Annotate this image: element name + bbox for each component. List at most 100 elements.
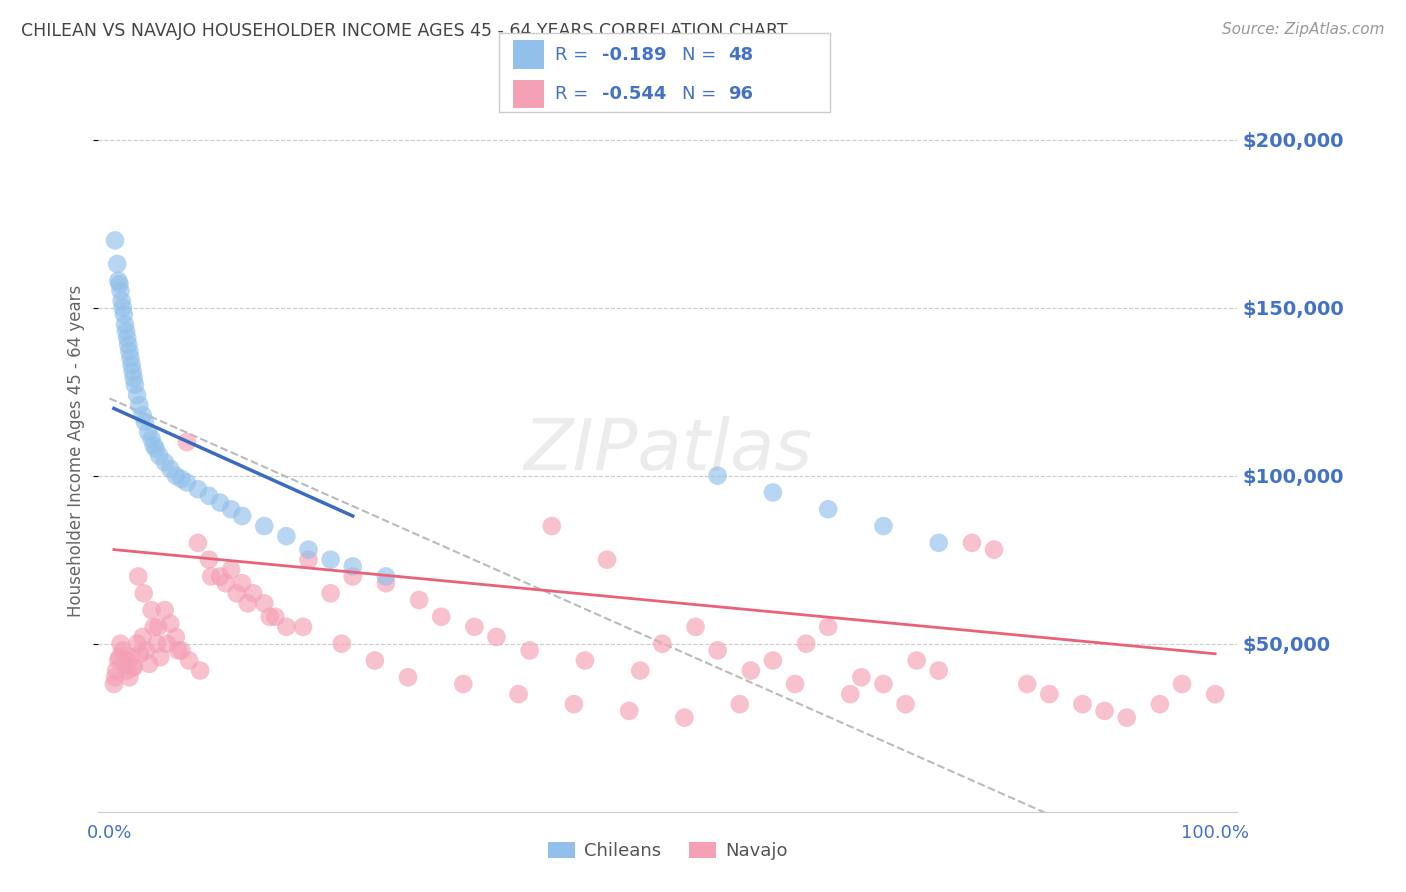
Point (762, 485, 785, 500)
Point (127, 569, 149, 583)
Legend: Chileans, Navajo: Chileans, Navajo (541, 835, 794, 868)
Point (617, 704, 640, 718)
Point (118, 670, 141, 684)
Point (136, 425, 159, 439)
Point (1094, 704, 1116, 718)
Point (121, 364, 143, 378)
Point (297, 552, 319, 566)
Point (110, 637, 132, 651)
Point (135, 643, 157, 657)
Point (115, 324, 138, 338)
Point (107, 274, 129, 288)
Point (127, 637, 149, 651)
Text: ZIPatlas: ZIPatlas (523, 416, 813, 485)
Point (111, 293, 134, 308)
Point (131, 630, 153, 644)
Point (141, 432, 163, 446)
Point (430, 609, 453, 624)
Point (794, 637, 817, 651)
Point (167, 643, 190, 657)
Point (342, 569, 364, 583)
Point (103, 677, 125, 691)
Point (960, 536, 983, 550)
Point (928, 536, 950, 550)
Point (276, 529, 298, 543)
Point (165, 630, 187, 644)
Point (170, 472, 193, 486)
Point (463, 620, 485, 634)
Point (110, 284, 132, 298)
Point (114, 657, 136, 671)
Point (122, 371, 145, 385)
Point (783, 677, 806, 691)
Point (209, 495, 232, 509)
Point (342, 559, 364, 574)
Point (242, 586, 264, 600)
Point (134, 415, 156, 429)
Point (129, 647, 152, 661)
Text: 48: 48 (728, 45, 754, 63)
Point (851, 670, 873, 684)
Point (872, 519, 894, 533)
Point (839, 687, 862, 701)
Point (364, 653, 387, 667)
Point (319, 552, 342, 566)
Point (374, 576, 396, 591)
Text: R =: R = (555, 45, 595, 63)
Point (209, 569, 232, 583)
Point (214, 576, 236, 591)
Text: -0.544: -0.544 (602, 85, 666, 103)
Point (1071, 697, 1094, 711)
Point (685, 620, 707, 634)
Point (159, 462, 181, 476)
Text: N =: N = (682, 45, 721, 63)
Point (253, 519, 276, 533)
Point (124, 378, 146, 392)
Point (291, 620, 314, 634)
Point (297, 542, 319, 557)
Point (187, 482, 209, 496)
Point (153, 603, 176, 617)
Point (176, 475, 198, 490)
Point (330, 637, 353, 651)
Point (120, 351, 142, 365)
Point (236, 596, 259, 610)
Point (219, 502, 242, 516)
Point (117, 337, 139, 351)
Point (132, 586, 155, 600)
Point (115, 664, 138, 678)
Point (200, 569, 222, 583)
Point (225, 586, 247, 600)
Point (122, 660, 145, 674)
Point (118, 344, 141, 359)
Point (112, 307, 135, 321)
Point (111, 643, 134, 657)
Point (105, 664, 128, 678)
Point (114, 318, 136, 332)
Point (177, 653, 200, 667)
Point (762, 653, 785, 667)
Point (817, 502, 839, 516)
Point (153, 455, 176, 469)
Point (105, 257, 128, 271)
Point (706, 468, 728, 483)
Point (408, 593, 430, 607)
Point (396, 670, 419, 684)
Point (740, 664, 762, 678)
Point (138, 657, 160, 671)
Point (115, 653, 138, 667)
Point (141, 603, 163, 617)
Point (983, 542, 1005, 557)
Point (673, 711, 696, 725)
Y-axis label: Householder Income Ages 45 - 64 years: Householder Income Ages 45 - 64 years (67, 285, 86, 616)
Text: N =: N = (682, 85, 721, 103)
Point (121, 358, 143, 372)
Point (148, 449, 170, 463)
Point (165, 468, 187, 483)
Point (146, 637, 169, 651)
Point (905, 653, 928, 667)
Point (107, 653, 129, 667)
Point (149, 650, 172, 665)
Text: 96: 96 (728, 85, 754, 103)
Point (231, 508, 253, 523)
